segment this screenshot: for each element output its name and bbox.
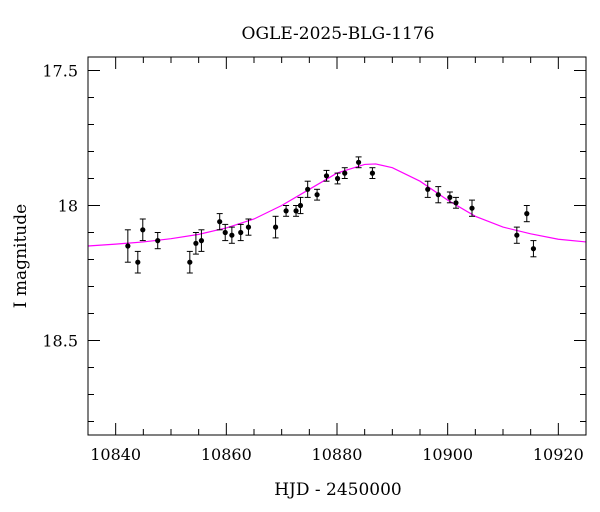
data-point — [369, 167, 376, 179]
point-marker — [425, 186, 431, 192]
point-marker — [155, 238, 161, 244]
data-point — [293, 205, 300, 217]
point-marker — [238, 229, 244, 236]
data-points — [124, 156, 537, 274]
data-point — [355, 156, 362, 169]
y-axis-label: I magnitude — [11, 204, 31, 308]
x-tick-label: 10900 — [422, 445, 473, 464]
data-point — [222, 223, 229, 242]
point-marker — [355, 159, 362, 165]
point-marker — [314, 192, 320, 198]
data-point — [452, 196, 459, 209]
data-point — [323, 169, 330, 182]
data-point — [446, 191, 453, 204]
point-marker — [187, 259, 193, 265]
data-point — [469, 199, 476, 217]
data-point — [334, 172, 341, 185]
point-marker — [283, 208, 289, 214]
x-tick-label: 10860 — [201, 445, 252, 464]
data-point — [228, 226, 235, 244]
y-tick-label: 18.5 — [42, 332, 78, 351]
data-point — [245, 218, 252, 236]
point-marker — [245, 224, 252, 230]
data-point — [186, 250, 193, 274]
data-point — [216, 213, 223, 231]
y-tick-label: 18 — [58, 197, 78, 216]
data-point — [424, 180, 431, 198]
data-point — [314, 188, 321, 201]
chart-title: OGLE-2025-BLG-1176 — [242, 24, 435, 44]
point-marker — [297, 202, 304, 209]
axis-ticks: 10840 10860 10880 10900 10920 17.5 18 18.5 — [42, 57, 587, 464]
point-marker — [469, 205, 475, 211]
data-point — [134, 250, 141, 274]
point-marker — [369, 170, 376, 176]
data-point — [304, 180, 311, 198]
data-point — [513, 226, 520, 244]
model-curve — [87, 163, 587, 247]
point-marker — [140, 227, 146, 233]
point-marker — [125, 243, 131, 249]
point-marker — [198, 238, 205, 244]
x-tick-label: 10920 — [533, 445, 584, 464]
point-marker — [293, 208, 299, 214]
data-point — [283, 205, 290, 217]
data-point — [192, 232, 199, 255]
point-marker — [305, 186, 311, 192]
y-tick-label: 17.5 — [42, 62, 78, 81]
point-marker — [229, 232, 235, 238]
point-marker — [135, 259, 141, 265]
data-point — [124, 229, 131, 263]
point-marker — [524, 211, 530, 217]
data-point — [523, 205, 530, 223]
plot-frame — [87, 56, 587, 436]
point-marker — [530, 246, 537, 252]
point-marker — [342, 170, 348, 176]
x-tick-label: 10880 — [312, 445, 363, 464]
point-marker — [435, 192, 441, 198]
x-axis-label: HJD - 2450000 — [274, 480, 402, 500]
point-marker — [334, 175, 341, 182]
point-marker — [217, 219, 223, 225]
data-point — [297, 196, 304, 215]
data-point — [435, 186, 442, 204]
data-point — [154, 232, 161, 250]
data-point — [272, 215, 279, 239]
data-point — [237, 223, 244, 242]
point-marker — [222, 229, 228, 236]
point-marker — [447, 194, 453, 200]
point-marker — [272, 224, 279, 230]
data-point — [139, 218, 146, 242]
point-marker — [453, 200, 459, 206]
point-marker — [323, 173, 330, 179]
data-point — [198, 229, 205, 252]
x-tick-label: 10840 — [90, 445, 141, 464]
data-point — [530, 240, 537, 258]
data-point — [341, 167, 348, 179]
point-marker — [514, 232, 520, 238]
model-line — [87, 163, 587, 247]
point-marker — [193, 240, 199, 246]
